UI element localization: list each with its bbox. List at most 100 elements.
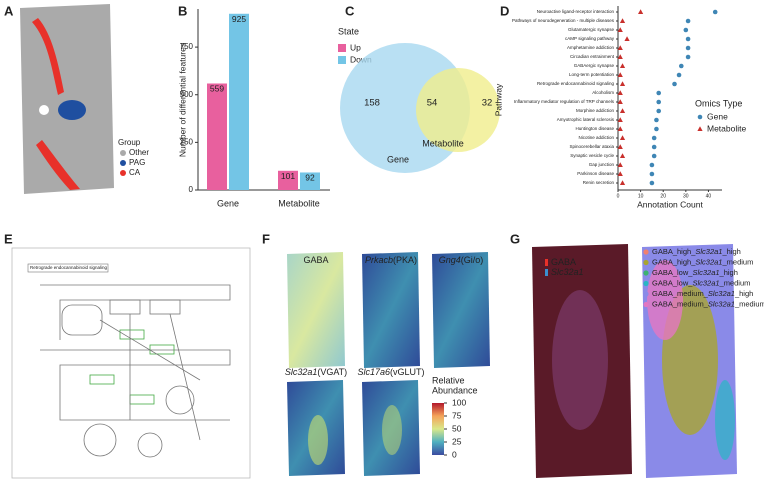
legend-swatch [338, 44, 346, 52]
label-suffix: _high [721, 247, 740, 256]
legend-label: GABA_high_Slc32a1_medium [652, 257, 753, 266]
map-label: (PKA) [393, 255, 417, 265]
data-label: 92 [305, 173, 315, 183]
legend-label: Other [129, 148, 149, 157]
y-tick-label: Amyotrophic lateral sclerosis [557, 117, 615, 122]
legend-title: State [338, 26, 359, 36]
y-tick-label: Inflammatory mediator regulation of TRP … [514, 99, 615, 104]
dot-marker [617, 126, 623, 131]
dot-marker [651, 135, 657, 141]
legend-swatch [545, 269, 548, 276]
dot-marker [619, 108, 626, 113]
legend-label: CA [129, 168, 141, 177]
y-tick-label: Alcoholism [592, 90, 614, 95]
venn-set [416, 68, 500, 152]
dot-marker [617, 99, 623, 104]
panel-label: B [178, 3, 187, 18]
venn-label: Metabolite [422, 138, 464, 148]
gene-name: Slc32a1 [285, 367, 318, 377]
dot-marker [651, 144, 657, 150]
label-prefix: GABA_high_ [652, 257, 696, 266]
colorbar-tick-label: 75 [452, 410, 462, 420]
legend-label: PAG [129, 158, 145, 167]
dot-marker [712, 9, 718, 15]
gene-name: Slc32a1 [692, 278, 719, 287]
y-tick-label: Retrograde endocannabinoid signaling [537, 81, 615, 86]
label-prefix: GABA_high_ [652, 247, 696, 256]
bar [278, 170, 298, 190]
dot-marker [654, 117, 659, 123]
map-label: (Gi/o) [461, 255, 484, 265]
dot-marker [617, 162, 623, 167]
legend-marker [643, 270, 649, 276]
y-tick-label: cAMP signaling pathway [565, 36, 615, 41]
y-axis-label: Number of differential features [177, 43, 187, 157]
abundance-maps [287, 252, 490, 476]
diagram-title: Retrograde endocannabinoid signaling [30, 265, 108, 270]
legend-title: Group [118, 138, 141, 147]
y-tick-label: Gap junction [589, 162, 615, 167]
dot-marker [617, 90, 623, 95]
dot-marker [697, 126, 703, 131]
dot-marker [617, 144, 623, 149]
legend-marker [120, 160, 126, 166]
dot-marker [649, 171, 655, 177]
diagram-title-box [27, 263, 109, 273]
panel-label: E [4, 231, 13, 246]
map-title: Slc32a1(VGAT) [285, 367, 347, 377]
label-suffix: _high [734, 289, 753, 298]
label-prefix: GABA_low_ [652, 268, 693, 277]
y-axis-label: Pathway [493, 83, 503, 116]
gene-name: Slc32a1 [708, 289, 735, 298]
legend-label: GABA_low_Slc32a1_high [652, 268, 738, 277]
map-label: (vGLUT) [390, 367, 425, 377]
x-axis-label: Annotation Count [637, 199, 703, 209]
dot-marker [619, 18, 626, 23]
data-label: 925 [232, 14, 246, 24]
legend-label: GABA_medium_Slc32a1_medium [652, 299, 764, 308]
dot-marker [649, 162, 655, 168]
x-tick-label: 0 [617, 193, 620, 199]
pathway-diagram [11, 247, 251, 479]
y-tick-label: Glutamatergic synapse [568, 27, 615, 32]
venn-count: 158 [364, 98, 380, 109]
y-tick-label: Circadian entrainment [570, 54, 615, 59]
y-tick-label: Parkinson disease [577, 171, 614, 176]
legend-marker [643, 280, 649, 287]
panel-label: G [510, 231, 520, 246]
map-label: GABA [303, 255, 328, 265]
y-tick-label: Nicotine addiction [578, 135, 614, 140]
y-tick-label: 0 [189, 185, 194, 194]
gene-name: Slc32a1 [551, 267, 584, 277]
venn-count: 54 [427, 98, 438, 109]
bar [300, 172, 320, 190]
legend-label: Down [350, 54, 372, 64]
panel-label: F [262, 231, 270, 246]
dot-marker [617, 171, 623, 176]
dot-marker [619, 153, 626, 158]
data-label: 101 [281, 171, 295, 181]
colorbar-title: Relative [432, 375, 465, 385]
data-label: 559 [210, 84, 224, 94]
y-tick-label: 250 [180, 137, 194, 146]
venn-count: 32 [482, 98, 493, 109]
y-tick-label: Huntington disease [575, 126, 614, 131]
y-tick-label: Spinocerebellar ataxia [569, 144, 614, 149]
y-tick-label: Morphine addiction [576, 108, 615, 113]
dot-marker [656, 99, 661, 105]
dot-marker [619, 135, 626, 140]
map-title: GABA [303, 255, 328, 265]
y-tick-label: GABAergic synapse [574, 63, 615, 68]
dot-marker [619, 180, 626, 185]
panel-label: C [345, 3, 355, 18]
x-tick-label: 10 [638, 193, 644, 199]
dot-marker [685, 54, 691, 60]
channel-name: GABA [551, 257, 576, 267]
dot-marker [619, 81, 626, 86]
label-prefix: GABA_medium_ [652, 289, 709, 298]
legend-label: GABA_medium_Slc32a1_high [652, 289, 753, 298]
colorbar-tick-label: 25 [452, 436, 462, 446]
gene-name: Prkacb [365, 255, 393, 265]
label-suffix: _high [719, 268, 738, 277]
